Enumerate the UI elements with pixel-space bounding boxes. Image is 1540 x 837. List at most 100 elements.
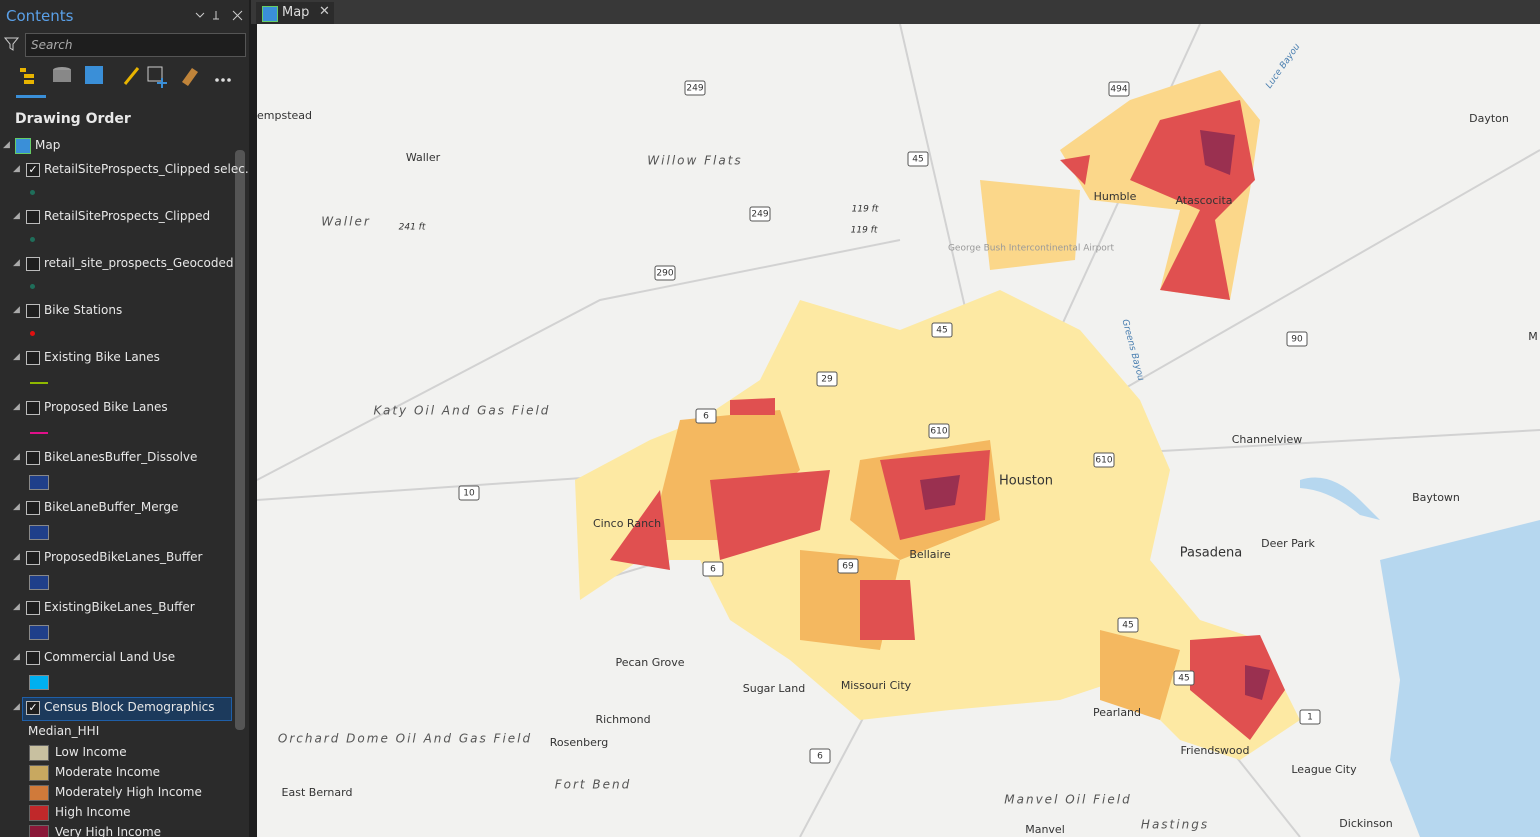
toolbar[interactable]	[10, 62, 240, 102]
route-number: 29	[821, 375, 833, 385]
expander[interactable]: ◢	[13, 164, 20, 174]
place-label: Willow Flats	[647, 154, 742, 168]
place-label: M	[1528, 330, 1538, 343]
expander[interactable]: ◢	[13, 305, 20, 315]
selection-highlight[interactable]	[22, 697, 232, 721]
place-label: George Bush Intercontinental Airport	[948, 244, 1115, 254]
route-shield	[928, 423, 950, 439]
search-box[interactable]: Search	[25, 33, 246, 57]
place-label: Friendswood	[1181, 744, 1250, 757]
route-number: 45	[1122, 621, 1133, 631]
layer-name[interactable]: ExistingBikeLanes_Buffer	[44, 600, 195, 614]
layer-name[interactable]: BikeLaneBuffer_Merge	[44, 500, 179, 514]
legend-label: Very High Income	[55, 825, 162, 837]
route-shield	[702, 561, 724, 577]
layer-name[interactable]: Census Block Demographics	[44, 700, 215, 714]
layer-symbol	[30, 237, 35, 242]
layer-checkbox[interactable]	[26, 601, 40, 615]
layer-name[interactable]: RetailSiteProspects_Clipped	[44, 209, 211, 223]
layer-checkbox[interactable]	[26, 501, 40, 515]
route-shield	[837, 558, 859, 574]
scrollbar[interactable]	[235, 150, 245, 730]
place-label: Manvel	[1025, 823, 1065, 836]
layer-checkbox[interactable]	[26, 351, 40, 365]
route-shield	[1093, 452, 1115, 468]
route-number: 45	[1178, 674, 1189, 684]
place-label: Houston	[999, 474, 1053, 489]
layer-checkbox[interactable]	[26, 651, 40, 665]
legend-label: Moderately High Income	[55, 785, 202, 799]
expander[interactable]: ◢	[13, 502, 20, 512]
layer-checkbox[interactable]	[26, 451, 40, 465]
place-label: League City	[1291, 763, 1357, 776]
route-number: 10	[463, 489, 475, 499]
layer-name[interactable]: retail_site_prospects_Geocoded	[44, 256, 234, 270]
route-shield	[654, 265, 676, 281]
expander[interactable]: ◢	[13, 702, 20, 712]
place-label: Richmond	[595, 713, 650, 726]
map-tab[interactable]: Map ✕	[256, 2, 334, 24]
place-label: Pasadena	[1180, 546, 1242, 561]
legend-label: High Income	[55, 805, 131, 819]
search-placeholder: Search	[31, 38, 73, 52]
place-label: Manvel Oil Field	[1004, 793, 1131, 807]
layer-name[interactable]: BikeLanesBuffer_Dissolve	[44, 450, 198, 464]
layer-name[interactable]: Proposed Bike Lanes	[44, 400, 168, 414]
route-number: 249	[751, 210, 768, 220]
layer-symbol	[30, 284, 35, 289]
expander[interactable]: ◢	[13, 452, 20, 462]
expander[interactable]: ◢	[13, 602, 20, 612]
route-number: 249	[686, 84, 703, 94]
route-shield	[816, 371, 838, 387]
pane-controls[interactable]	[192, 8, 248, 24]
layer-checkbox[interactable]	[26, 401, 40, 415]
legend-swatch	[29, 745, 49, 761]
place-label: Pearland	[1093, 706, 1141, 719]
route-number: 90	[1291, 335, 1303, 345]
layer-checkbox[interactable]: ✓	[26, 163, 40, 177]
layer-checkbox[interactable]	[26, 210, 40, 224]
route-shield	[749, 206, 771, 222]
expander[interactable]: ◢	[13, 552, 20, 562]
route-shield	[1299, 709, 1321, 725]
place-label: Cinco Ranch	[593, 517, 661, 530]
place-label: Waller	[321, 215, 371, 229]
contents-pane: Contents Search Drawing Order ◢ Map ◢ ✓ Re…	[0, 0, 249, 837]
layer-checkbox[interactable]	[26, 551, 40, 565]
layer-checkbox[interactable]	[26, 257, 40, 271]
filter-icon[interactable]	[3, 36, 21, 52]
map-name[interactable]: Map	[35, 138, 61, 152]
place-label: 119 ft	[851, 226, 878, 236]
route-number: 610	[930, 427, 947, 437]
place-label: Orchard Dome Oil And Gas Field	[278, 732, 532, 746]
layer-checkbox[interactable]: ✓	[26, 701, 40, 715]
expander[interactable]: ◢	[13, 402, 20, 412]
layer-name[interactable]: Commercial Land Use	[44, 650, 176, 664]
expander[interactable]: ◢	[13, 652, 20, 662]
place-label: Pecan Grove	[615, 656, 684, 669]
route-shield	[684, 80, 706, 96]
route-shield	[809, 748, 831, 764]
place-label: Fort Bend	[555, 778, 632, 792]
legend-swatch	[29, 765, 49, 781]
expander[interactable]: ◢	[3, 140, 10, 150]
expander[interactable]: ◢	[13, 211, 20, 221]
layer-name[interactable]: Bike Stations	[44, 303, 123, 317]
route-number: 290	[656, 269, 673, 279]
layer-name[interactable]: Existing Bike Lanes	[44, 350, 160, 364]
legend-label: Moderate Income	[55, 765, 161, 779]
place-label: Hastings	[1141, 818, 1209, 832]
layer-symbol	[29, 475, 49, 490]
tab-close[interactable]: ✕	[319, 4, 330, 19]
layer-name[interactable]: ProposedBikeLanes_Buffer	[44, 550, 203, 564]
layer-name[interactable]: RetailSiteProspects_Clipped selec...	[44, 162, 249, 176]
route-shield	[1108, 81, 1130, 97]
expander[interactable]: ◢	[13, 352, 20, 362]
expander[interactable]: ◢	[13, 258, 20, 268]
layer-checkbox[interactable]	[26, 304, 40, 318]
layer-symbol	[29, 675, 49, 690]
place-label: Channelview	[1232, 433, 1303, 446]
layer-symbol	[30, 432, 48, 434]
